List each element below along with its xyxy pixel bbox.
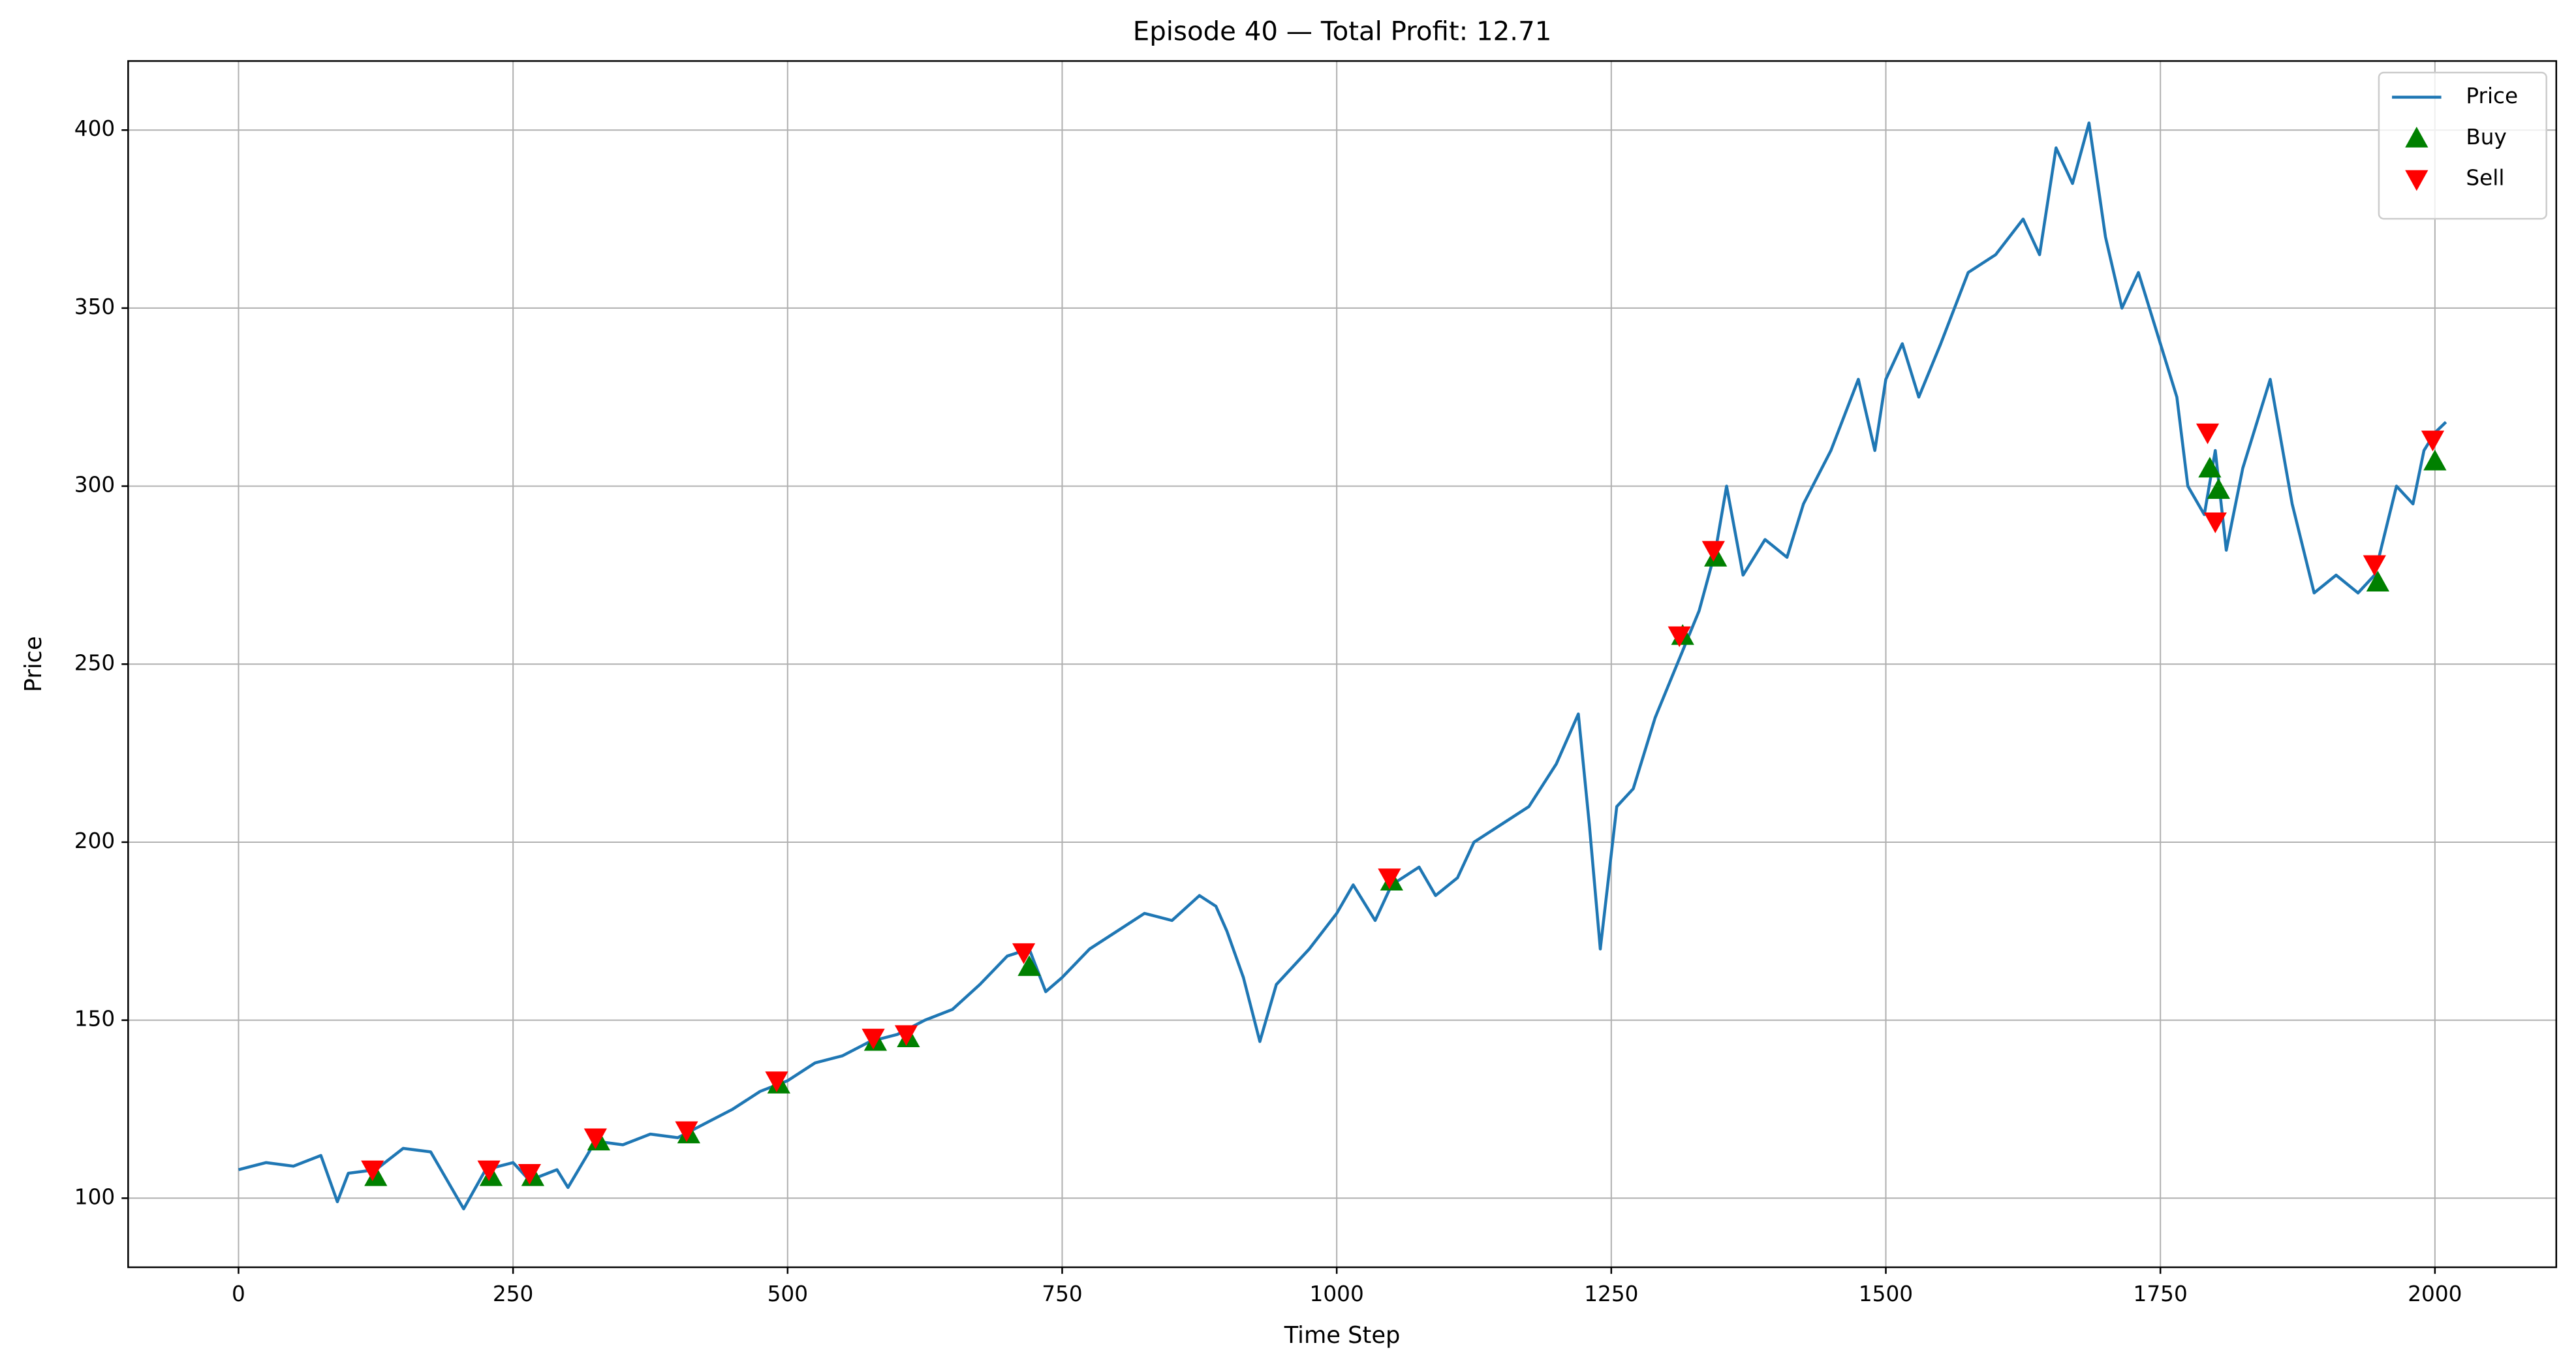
x-tick-label: 1750 — [2134, 1282, 2188, 1306]
legend-swatch — [2405, 170, 2429, 191]
legend-box — [2378, 71, 2547, 220]
y-tick-label: 350 — [74, 294, 115, 319]
legend-swatch — [2405, 127, 2429, 148]
legend-label: Price — [2466, 84, 2518, 108]
sell-marker — [2196, 423, 2220, 445]
sell-marker — [1701, 541, 1725, 562]
sell-marker — [765, 1071, 788, 1092]
sell-marker — [2363, 555, 2386, 576]
sell-marker — [518, 1164, 541, 1185]
y-tick-label: 200 — [74, 828, 115, 853]
plot-frame — [127, 60, 2558, 1269]
sell-marker — [675, 1121, 698, 1142]
buy-marker — [1017, 955, 1041, 976]
y-tick-label: 150 — [74, 1007, 115, 1032]
y-tick-label: 250 — [74, 650, 115, 675]
sell-marker — [2203, 512, 2227, 533]
sell-marker — [2421, 430, 2445, 452]
legend-label: Buy — [2466, 125, 2507, 150]
x-tick-label: 1250 — [1584, 1282, 1638, 1306]
buy-marker — [364, 1165, 388, 1186]
buy-marker — [2423, 449, 2447, 471]
y-axis-label: Price — [20, 636, 47, 692]
y-tick-label: 400 — [74, 116, 115, 141]
x-tick-label: 250 — [493, 1282, 533, 1306]
x-tick-label: 500 — [768, 1282, 808, 1306]
x-axis-label: Time Step — [1284, 1322, 1401, 1349]
sell-marker — [477, 1160, 501, 1182]
sell-marker — [361, 1160, 384, 1182]
x-tick-label: 1000 — [1310, 1282, 1364, 1306]
buy-marker — [2366, 571, 2389, 591]
x-tick-label: 0 — [232, 1282, 245, 1306]
y-tick-label: 300 — [74, 473, 115, 497]
y-tick-label: 100 — [74, 1184, 115, 1209]
x-tick-label: 1500 — [1859, 1282, 1913, 1306]
buy-marker — [2198, 456, 2222, 478]
sell-marker — [861, 1028, 885, 1050]
sell-marker — [1668, 626, 1691, 648]
x-tick-label: 2000 — [2408, 1282, 2462, 1306]
x-tick-label: 750 — [1042, 1282, 1082, 1306]
sell-marker — [1012, 943, 1036, 964]
sell-marker — [1378, 868, 1401, 890]
price-line — [238, 121, 2447, 1210]
sell-marker — [894, 1025, 918, 1047]
legend-label: Sell — [2466, 166, 2504, 191]
buy-marker — [2207, 478, 2230, 499]
sell-marker — [583, 1128, 607, 1150]
chart-title: Episode 40 — Total Profit: 12.71 — [1133, 17, 1552, 47]
